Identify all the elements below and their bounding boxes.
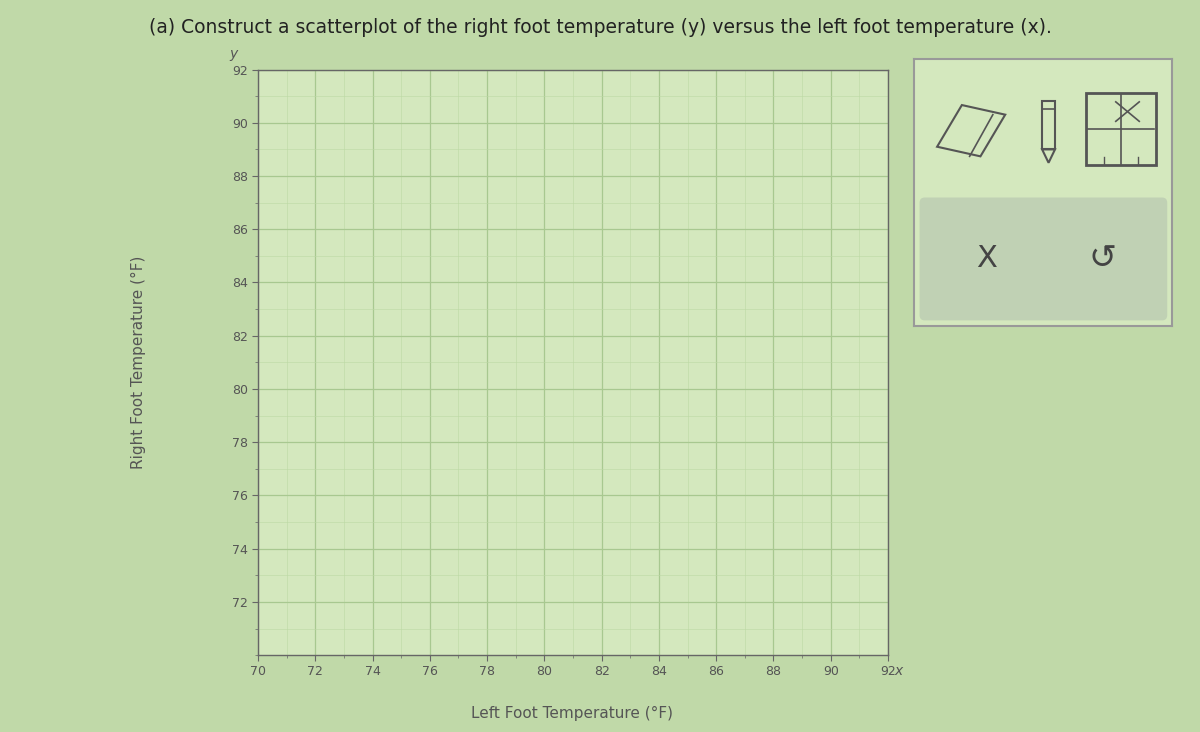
Text: Right Foot Temperature (°F): Right Foot Temperature (°F) [131, 255, 145, 469]
Text: ↺: ↺ [1088, 242, 1117, 275]
FancyBboxPatch shape [919, 198, 1168, 321]
Text: x: x [894, 664, 902, 678]
Text: Left Foot Temperature (°F): Left Foot Temperature (°F) [472, 706, 673, 721]
Text: X: X [977, 244, 997, 274]
Text: y: y [229, 47, 238, 61]
Text: (a) Construct a scatterplot of the right foot temperature (y) versus the left fo: (a) Construct a scatterplot of the right… [149, 18, 1051, 37]
